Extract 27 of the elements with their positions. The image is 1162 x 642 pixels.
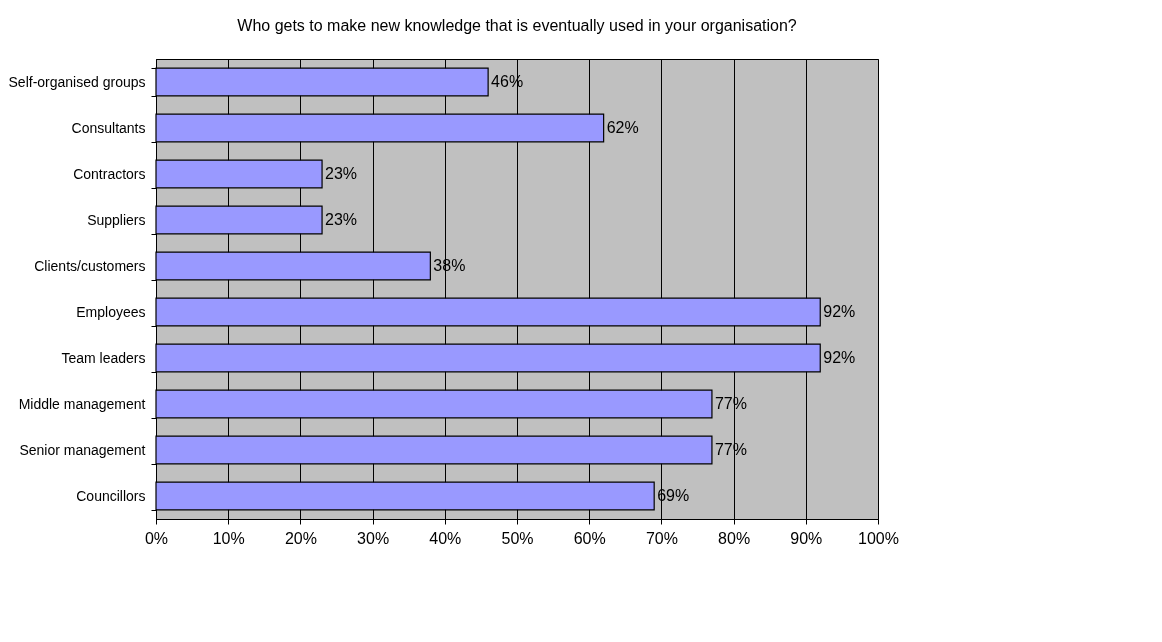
x-tick-label: 0% [144, 529, 169, 547]
x-tick-label: 50% [501, 529, 534, 547]
y-tick-label: Consultants [71, 119, 146, 136]
y-tick-label: Self-organised groups [8, 73, 146, 90]
x-tick-label: 90% [790, 529, 823, 547]
data-label: 23% [325, 211, 358, 228]
x-tick-label: 80% [718, 529, 751, 547]
data-label: 23% [325, 165, 358, 182]
data-label: 92% [823, 349, 856, 366]
y-tick-label: Clients/customers [34, 257, 146, 274]
chart-title: Who gets to make new knowledge that is eventually used in your organisation? [237, 17, 797, 34]
x-tick-label: 30% [357, 529, 390, 547]
x-tick-label: 10% [212, 529, 245, 547]
y-tick-label: Councillors [76, 487, 146, 504]
x-tick-label: 60% [573, 529, 606, 547]
data-label: 92% [823, 303, 856, 320]
y-tick-label: Suppliers [87, 211, 146, 228]
x-tick-label: 100% [858, 529, 899, 547]
x-tick-label: 40% [429, 529, 462, 547]
data-label: 62% [606, 119, 639, 136]
x-tick-label: 70% [645, 529, 678, 547]
y-tick-label: Senior management [19, 441, 146, 458]
y-tick-label: Employees [76, 303, 146, 320]
y-tick-label: Team leaders [61, 349, 146, 366]
x-tick-label: 20% [284, 529, 317, 547]
y-tick-label: Middle management [18, 395, 146, 412]
y-tick-label: Contractors [73, 165, 146, 182]
